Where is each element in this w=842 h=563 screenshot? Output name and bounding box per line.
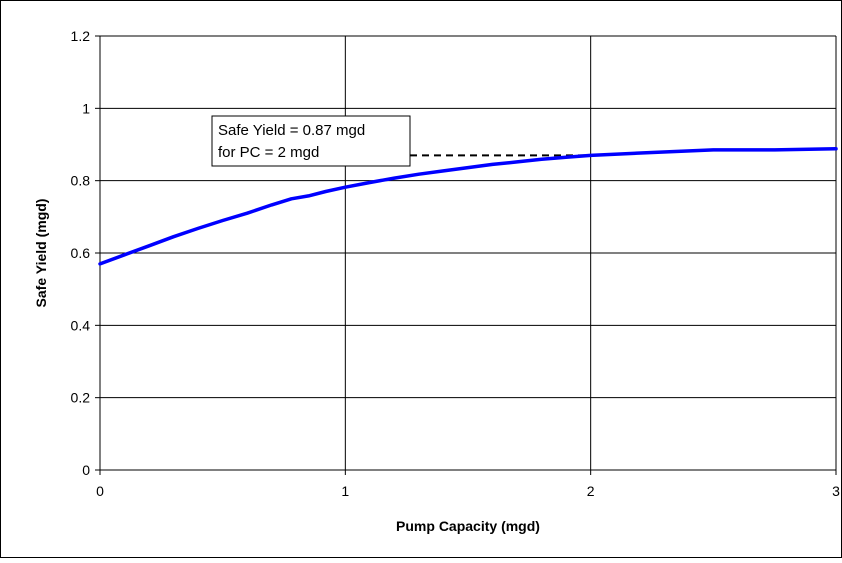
annotation-line-1: Safe Yield = 0.87 mgd [218, 122, 365, 139]
y-tick-label: 0.8 [71, 173, 91, 189]
x-tick-label: 0 [96, 483, 104, 499]
y-tick-label: 0.2 [71, 390, 91, 406]
x-tick-label: 3 [832, 483, 840, 499]
y-tick-label: 1 [82, 100, 90, 116]
y-axis-label: Safe Yield (mgd) [33, 199, 49, 308]
y-tick-label: 0.6 [71, 245, 91, 261]
annotation-line-2: for PC = 2 mgd [218, 144, 319, 161]
annotation-box [211, 115, 411, 167]
x-tick-label: 2 [587, 483, 595, 499]
series-group [98, 147, 838, 266]
y-tick-label: 1.2 [71, 28, 91, 44]
annotation: Safe Yield = 0.87 mgd for PC = 2 mgd [211, 115, 411, 167]
y-tick-label: 0.4 [71, 317, 91, 333]
y-tick-label: 0 [82, 462, 90, 478]
gridlines [100, 35, 837, 470]
safe-yield-series-line [98, 147, 838, 266]
x-axis-ticks: 0 1 2 3 [96, 470, 840, 499]
x-axis-label: Pump Capacity (mgd) [396, 518, 540, 534]
y-axis-ticks: 0 0.2 0.4 0.6 0.8 1 1.2 [71, 28, 100, 478]
x-tick-label: 1 [341, 483, 349, 499]
